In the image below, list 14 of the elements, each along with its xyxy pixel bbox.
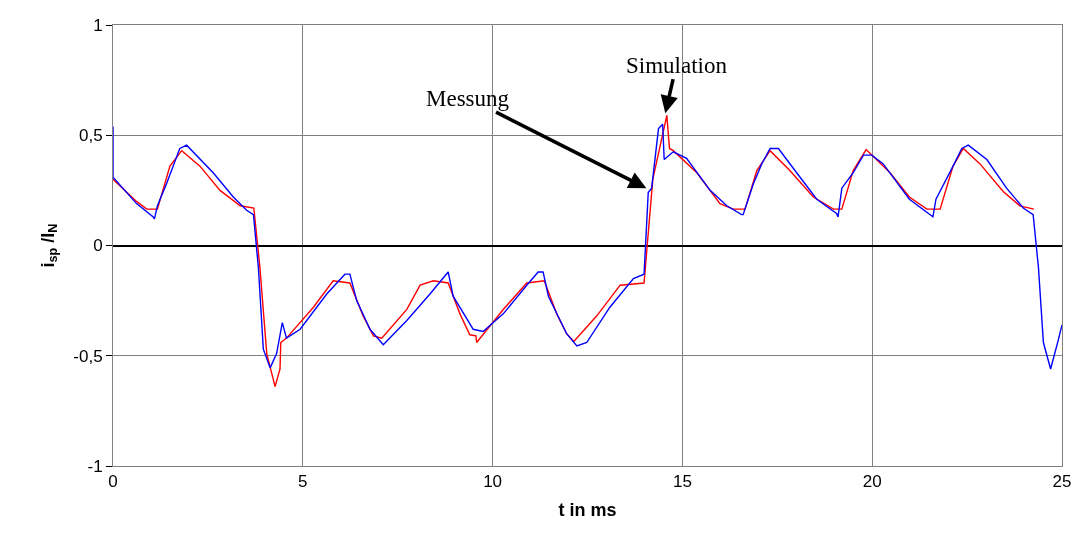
x-tick-label: 20 [862, 472, 882, 492]
y-tick-label: -1 [87, 456, 103, 476]
x-axis-title: t in ms [558, 499, 617, 520]
annotation: Messung [426, 86, 510, 111]
x-tick-label: 25 [1052, 472, 1072, 492]
annotation: Simulation [626, 53, 728, 78]
x-tick-label: 0 [108, 472, 118, 492]
x-tick-label: 5 [298, 472, 308, 492]
y-tick-label: 1 [93, 15, 103, 35]
y-tick-label: 0 [93, 236, 103, 256]
x-tick-label: 10 [483, 472, 503, 492]
x-tick-label: 15 [672, 472, 692, 492]
y-tick-label: 0,5 [78, 126, 103, 146]
y-tick-label: -0,5 [73, 346, 103, 366]
